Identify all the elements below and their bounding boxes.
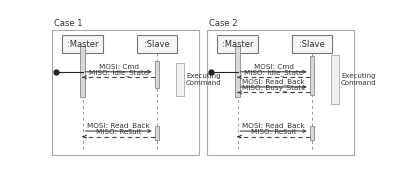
Bar	[310, 56, 314, 95]
Bar	[155, 126, 159, 140]
Text: MISO: Idle_State: MISO: Idle_State	[244, 69, 304, 76]
Text: :Master: :Master	[67, 40, 98, 49]
Bar	[176, 63, 184, 96]
Bar	[206, 30, 354, 155]
Text: Executing
Command: Executing Command	[186, 73, 222, 86]
Text: MOSI: Read_Back: MOSI: Read_Back	[242, 78, 305, 85]
Text: MOSI: Cmd: MOSI: Cmd	[99, 64, 139, 70]
Bar	[310, 126, 314, 140]
Text: Executing
Command: Executing Command	[341, 73, 377, 86]
Bar	[52, 30, 199, 155]
Text: Case 2: Case 2	[209, 19, 237, 28]
Text: :Master: :Master	[222, 40, 253, 49]
Bar	[137, 35, 177, 53]
Text: :Slave: :Slave	[144, 40, 170, 49]
Bar	[235, 46, 240, 97]
Text: :Slave: :Slave	[299, 40, 325, 49]
Text: MOSI: Read_Back: MOSI: Read_Back	[88, 122, 150, 129]
Bar	[155, 61, 159, 88]
Text: MISO: Busy_State: MISO: Busy_State	[242, 84, 306, 91]
Bar	[330, 55, 339, 104]
Bar	[62, 35, 103, 53]
Text: MOSI: Cmd: MOSI: Cmd	[254, 64, 294, 70]
Text: MISO: Result: MISO: Result	[96, 129, 142, 135]
Text: MOSI: Read_Back: MOSI: Read_Back	[242, 122, 305, 129]
Bar	[218, 35, 258, 53]
Bar	[80, 46, 85, 97]
Bar	[292, 35, 332, 53]
Text: Case 1: Case 1	[54, 19, 82, 28]
Text: MISO: Result: MISO: Result	[251, 129, 297, 135]
Text: MISO: Idle_State: MISO: Idle_State	[89, 69, 148, 76]
